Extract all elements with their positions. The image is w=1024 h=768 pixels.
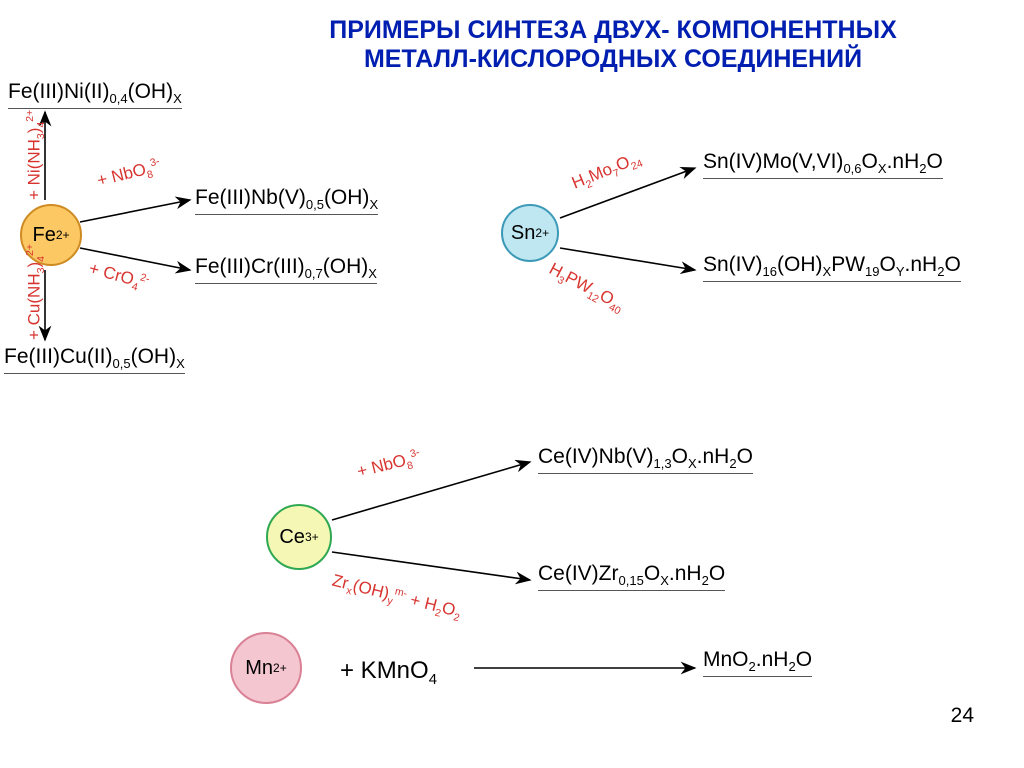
node-ce: Ce3+ (266, 504, 332, 570)
title-line-1: ПРИМЕРЫ СИНТЕЗА ДВУХ- КОМПОНЕНТНЫХ (228, 16, 998, 45)
formula-fe-ni: Fe(III)Ni(II)0,4(OH)X (8, 80, 182, 109)
formula-sn-mo: Sn(IV)Mo(V,VI)0,6OX.nH2O (703, 150, 943, 179)
reagent-cu-amm: + Cu(NH3)42+ (24, 244, 47, 340)
arrows-svg (0, 0, 1024, 768)
page-title: ПРИМЕРЫ СИНТЕЗА ДВУХ- КОМПОНЕНТНЫХ МЕТАЛ… (228, 16, 998, 74)
reagent-nbo8-1: + NbO83- (95, 155, 163, 193)
formula-ce-zr: Ce(IV)Zr0,15OX.nH2O (538, 562, 725, 591)
reagent-h3pw12o40: H3PW12O40 (544, 259, 627, 317)
formula-fe-cr: Fe(III)Cr(III)0,7(OH)X (195, 255, 377, 284)
node-sn: Sn2+ (501, 204, 559, 262)
node-mn: Mn2+ (230, 632, 302, 704)
reagent-ni-amm: + Ni(NH3)42+ (24, 110, 47, 200)
reagent-nbo8-2: + NbO83- (355, 446, 423, 484)
reagent-cro4: + CrO42- (86, 258, 151, 296)
formula-fe-nb: Fe(III)Nb(V)0,5(OH)X (195, 186, 378, 215)
formula-kmno4: + KMnO4 (340, 657, 437, 688)
title-line-2: МЕТАЛЛ-КИСЛОРОДНЫХ СОЕДИНЕНИЙ (228, 45, 998, 74)
formula-mno2: MnO2.nH2O (703, 648, 812, 677)
slide-number: 24 (951, 704, 974, 728)
formula-sn-pw: Sn(IV)16(OH)XPW19OY.nH2O (703, 253, 961, 282)
reagent-zr-oh: Zrx(OH)ym- + H2O2 (329, 570, 463, 624)
reagent-h2mo7o24: H2Mo7O24 (569, 148, 645, 196)
formula-ce-nb: Ce(IV)Nb(V)1,3OX.nH2O (538, 445, 753, 474)
formula-fe-cu: Fe(III)Cu(II)0,5(OH)X (4, 345, 185, 374)
